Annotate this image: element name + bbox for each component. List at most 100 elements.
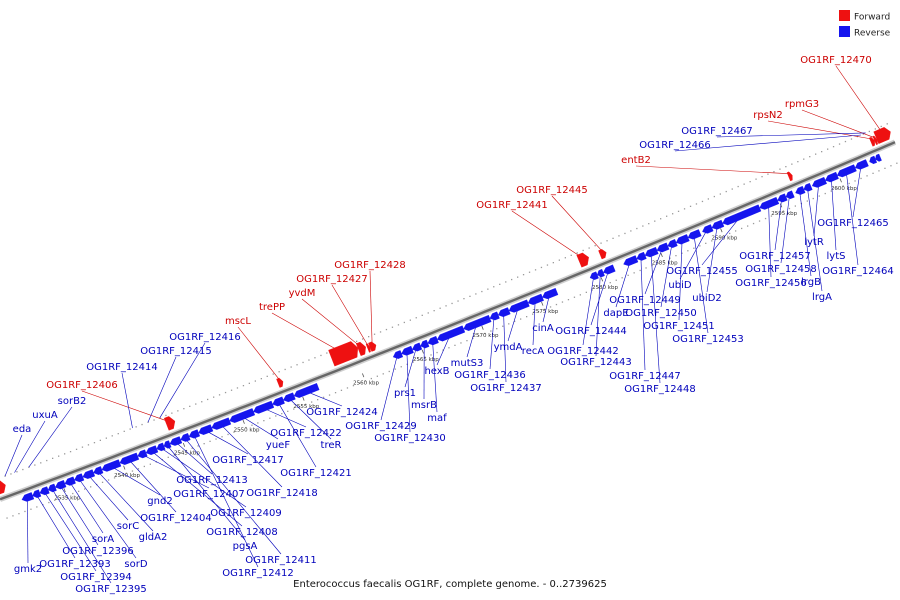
gene-og1rf-12442[interactable] <box>589 271 599 280</box>
gene-og1rf-12458[interactable] <box>785 190 795 200</box>
gene-og1rf-12441[interactable] <box>576 252 589 268</box>
legend-reverse[interactable]: Reverse <box>839 26 891 39</box>
label-eda: eda <box>13 424 32 435</box>
gene-mscl[interactable] <box>276 377 284 388</box>
strand-dot <box>532 313 534 315</box>
gene-cina[interactable] <box>542 287 559 300</box>
gene-sorc[interactable] <box>82 469 96 479</box>
gene-glda2[interactable] <box>93 466 104 475</box>
gene-gmk2[interactable] <box>21 492 35 502</box>
strand-dot <box>597 286 599 289</box>
gene-og1rf-12445[interactable] <box>598 249 607 260</box>
strand-dot <box>60 497 62 499</box>
gene-prs1[interactable] <box>412 342 423 352</box>
label-og1rf-12447: OG1RF_12447 <box>609 371 681 382</box>
label-og1rf-12466: OG1RF_12466 <box>639 140 711 151</box>
gene-og1rf-12428[interactable] <box>368 341 377 352</box>
gene-rpsn2[interactable] <box>869 136 875 147</box>
gene-og1rf-12427[interactable] <box>365 343 371 353</box>
strand-dot <box>600 242 602 244</box>
label-og1rf-12449: OG1RF_12449 <box>609 295 681 306</box>
gene-sora[interactable] <box>64 476 76 486</box>
gene-trer[interactable] <box>283 392 296 403</box>
strand-dot <box>502 325 504 327</box>
gene-og1rf-12407[interactable] <box>137 449 148 459</box>
gene-maf[interactable] <box>427 335 439 346</box>
reverse-swatch[interactable] <box>839 26 850 37</box>
strand-dot <box>803 158 805 160</box>
gene-og1rf-12449[interactable] <box>656 242 670 253</box>
tick-label: 2565 kbp <box>413 357 439 363</box>
gene-og1rf-12457[interactable] <box>777 193 788 203</box>
gene-og1rf-12409[interactable] <box>156 442 166 452</box>
strand-dot <box>117 433 119 435</box>
gene-og1rf-12429[interactable] <box>392 350 404 359</box>
strand-dot <box>627 274 629 276</box>
gene-og1rf-12447[interactable] <box>636 251 647 261</box>
strand-dot <box>305 403 307 405</box>
gene-entb2[interactable] <box>786 171 793 182</box>
gene-rpmg3[interactable] <box>872 135 878 145</box>
gene-msrb[interactable] <box>420 339 430 349</box>
legend-forward[interactable]: Forward <box>839 10 890 23</box>
strand-dot <box>880 125 882 128</box>
gene-yvdm[interactable] <box>355 341 366 356</box>
gene-og1rf-12395[interactable] <box>47 483 57 493</box>
gene-og1rf-12394[interactable] <box>39 486 50 496</box>
strand-dot <box>567 299 570 301</box>
gene-og1rf-12465[interactable] <box>854 159 869 170</box>
strand-dot <box>579 294 581 296</box>
gene-og1rf-12470[interactable] <box>873 127 891 144</box>
strand-dot <box>317 399 319 401</box>
gene-og1rf-12413[interactable] <box>169 436 183 446</box>
gene-og1rf-12450[interactable] <box>667 239 678 248</box>
gene-ubid[interactable] <box>702 224 714 234</box>
label-leader <box>220 424 283 488</box>
strand-dot <box>439 307 441 309</box>
gene-og1rf-12444[interactable] <box>603 264 616 275</box>
strand-dot <box>711 240 713 242</box>
strand-dot <box>621 277 623 279</box>
gene-og1rf-12443[interactable] <box>597 268 605 278</box>
label-og1rf-12429: OG1RF_12429 <box>345 421 417 432</box>
label-leader <box>551 195 603 252</box>
gene-og1rf-12393[interactable] <box>32 489 42 499</box>
gene-og1rf-12408[interactable] <box>145 445 159 456</box>
gene-og1rf-12396[interactable] <box>55 480 67 490</box>
gene-og1rf-12412[interactable] <box>188 429 201 439</box>
label-leader <box>69 481 104 534</box>
gene-sord[interactable] <box>74 473 85 483</box>
gene-og1rf-12424[interactable] <box>293 383 320 398</box>
gene-pgsa[interactable] <box>163 440 172 449</box>
strand-dot <box>230 389 233 391</box>
strand-dot <box>836 187 838 190</box>
label-leader <box>175 441 213 475</box>
strand-dot <box>46 459 48 462</box>
gene-og1rf-12406[interactable] <box>163 416 176 431</box>
strand-dot <box>320 354 322 357</box>
gene-trepp[interactable] <box>328 341 359 367</box>
strand-dot <box>224 391 227 394</box>
gene-og1rf-12436[interactable] <box>489 311 500 321</box>
strand-dot <box>75 448 78 450</box>
gene-og1rf-12411[interactable] <box>180 433 191 442</box>
gene-lrga[interactable] <box>803 182 813 192</box>
label-ubid: ubiD <box>668 280 691 291</box>
gene-ubid2[interactable] <box>711 219 725 230</box>
gene-og1rf-12421[interactable] <box>272 396 285 407</box>
strand-dot <box>131 470 134 472</box>
strand-dot <box>886 123 888 125</box>
gene-og1rf-12453[interactable] <box>687 229 702 240</box>
gene-unnamed[interactable] <box>0 480 6 495</box>
legend: Forward Reverse <box>839 10 891 39</box>
strand-dot <box>636 227 638 230</box>
label-mscl: mscL <box>225 316 251 327</box>
gene-og1rf-12437[interactable] <box>497 307 511 318</box>
gene-og1rf-12430[interactable] <box>401 345 414 356</box>
forward-swatch[interactable] <box>839 10 850 21</box>
gene-og1rf-12467[interactable] <box>875 153 882 162</box>
strand-dot <box>257 422 259 424</box>
label-leader <box>706 225 718 293</box>
gene-lrgb[interactable] <box>795 185 806 195</box>
strand-dot <box>654 220 656 222</box>
